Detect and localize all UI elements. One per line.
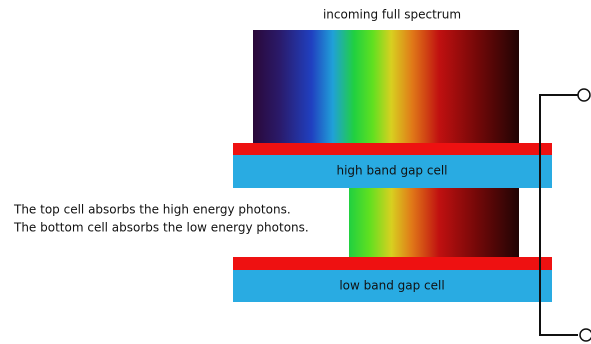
- wire: [540, 89, 591, 341]
- contact-bar: [233, 143, 552, 155]
- spectrum-title: incoming full spectrum: [323, 8, 461, 22]
- cell-label: low band gap cell: [339, 279, 444, 293]
- contact-bar: [233, 257, 552, 270]
- cell-label: high band gap cell: [336, 164, 447, 178]
- diagram: incoming full spectrum high band gap cel…: [0, 0, 591, 344]
- description-line: The top cell absorbs the high energy pho…: [13, 203, 291, 217]
- low-spectrum: [349, 188, 519, 257]
- description-line: The bottom cell absorbs the low energy p…: [13, 221, 309, 235]
- full-spectrum: [253, 30, 519, 143]
